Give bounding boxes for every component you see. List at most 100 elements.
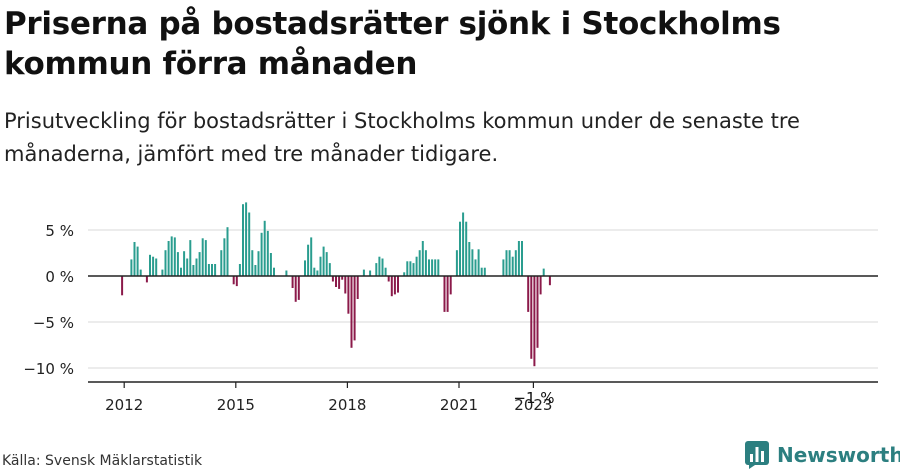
bar — [176, 252, 179, 276]
bar — [406, 261, 409, 276]
bar — [375, 263, 378, 276]
bar — [418, 250, 421, 276]
bar — [164, 250, 167, 276]
bar — [539, 276, 542, 295]
bar — [226, 227, 229, 276]
bar — [167, 241, 170, 276]
bar — [505, 250, 508, 276]
bar — [136, 246, 139, 276]
bar — [121, 276, 124, 296]
bar — [214, 264, 217, 276]
bar — [248, 212, 251, 276]
bar — [307, 244, 310, 276]
bar — [471, 249, 474, 276]
bar — [316, 270, 319, 276]
bar — [189, 240, 192, 276]
bar — [455, 250, 458, 276]
bar-chart: 5 % 0 % −5 % −10 % 2012 2015 2018 2021 2023−1 % — [23, 202, 878, 414]
bar — [390, 276, 393, 297]
x-tick-label: 2018 — [328, 396, 366, 414]
brand-name: Newsworthy — [777, 443, 900, 467]
bar — [313, 267, 316, 276]
bar — [387, 276, 390, 282]
bar — [291, 276, 294, 288]
bar — [328, 263, 331, 276]
brand-logo[interactable]: Newsworthy — [745, 441, 900, 469]
bar — [530, 276, 533, 359]
annotation-label: −1 % — [513, 389, 554, 407]
bar — [446, 276, 449, 312]
bar — [443, 276, 446, 312]
chart-subtitle: Prisutveckling för bostadsrätter i Stock… — [4, 109, 800, 166]
bar — [412, 263, 415, 276]
bar — [409, 261, 412, 276]
bar — [269, 253, 272, 276]
bar — [257, 251, 260, 276]
bar — [356, 276, 359, 299]
bar — [434, 259, 437, 276]
bar — [517, 241, 520, 276]
bar — [238, 264, 241, 276]
bar — [195, 258, 198, 276]
bar — [483, 267, 486, 276]
bar — [211, 264, 213, 276]
bar — [161, 269, 164, 276]
bar — [152, 256, 155, 276]
bar — [527, 276, 530, 312]
bar — [149, 254, 151, 276]
bar — [338, 276, 341, 289]
bar — [381, 258, 384, 276]
bar — [319, 256, 322, 276]
bar — [130, 259, 133, 276]
bar — [415, 256, 418, 276]
x-tick-label: 2021 — [440, 396, 478, 414]
bar — [325, 252, 328, 276]
bar — [186, 258, 189, 276]
x-tick-label: 2012 — [105, 396, 143, 414]
bar — [344, 276, 347, 294]
bar — [145, 276, 148, 283]
bar — [431, 259, 434, 276]
bar — [322, 246, 325, 276]
bar — [449, 276, 452, 295]
bar — [192, 265, 195, 276]
bar — [468, 242, 471, 276]
bar — [201, 238, 204, 276]
bar — [459, 221, 461, 276]
bar — [155, 258, 158, 276]
bar — [480, 267, 483, 276]
bar — [393, 276, 396, 295]
bar — [266, 230, 269, 276]
bar — [378, 256, 381, 276]
bar — [183, 251, 186, 276]
bar — [397, 276, 399, 293]
bar — [273, 267, 275, 276]
bar — [180, 267, 182, 276]
bar — [285, 270, 288, 276]
bar — [428, 259, 430, 276]
page-title: Priserna på bostadsrätter sjönk i Stockh… — [4, 6, 781, 82]
bar — [310, 237, 313, 276]
bar — [542, 268, 545, 276]
bar — [347, 276, 350, 314]
bar — [514, 250, 517, 276]
bar — [297, 276, 300, 300]
bar — [477, 249, 480, 276]
y-tick-label: 0 % — [45, 268, 74, 286]
bar — [421, 241, 424, 276]
bar — [263, 220, 266, 276]
bar — [369, 270, 372, 276]
newsworthy-logo-icon — [745, 441, 769, 469]
bar — [294, 276, 297, 302]
bar — [437, 259, 440, 276]
bar — [350, 276, 353, 348]
bar — [511, 256, 514, 276]
bar — [245, 202, 248, 276]
bar — [220, 250, 223, 276]
bar — [254, 265, 257, 276]
bar — [223, 238, 226, 276]
y-tick-label: 5 % — [45, 222, 74, 240]
bar — [362, 269, 365, 276]
bar — [462, 212, 465, 276]
bar — [204, 240, 207, 276]
